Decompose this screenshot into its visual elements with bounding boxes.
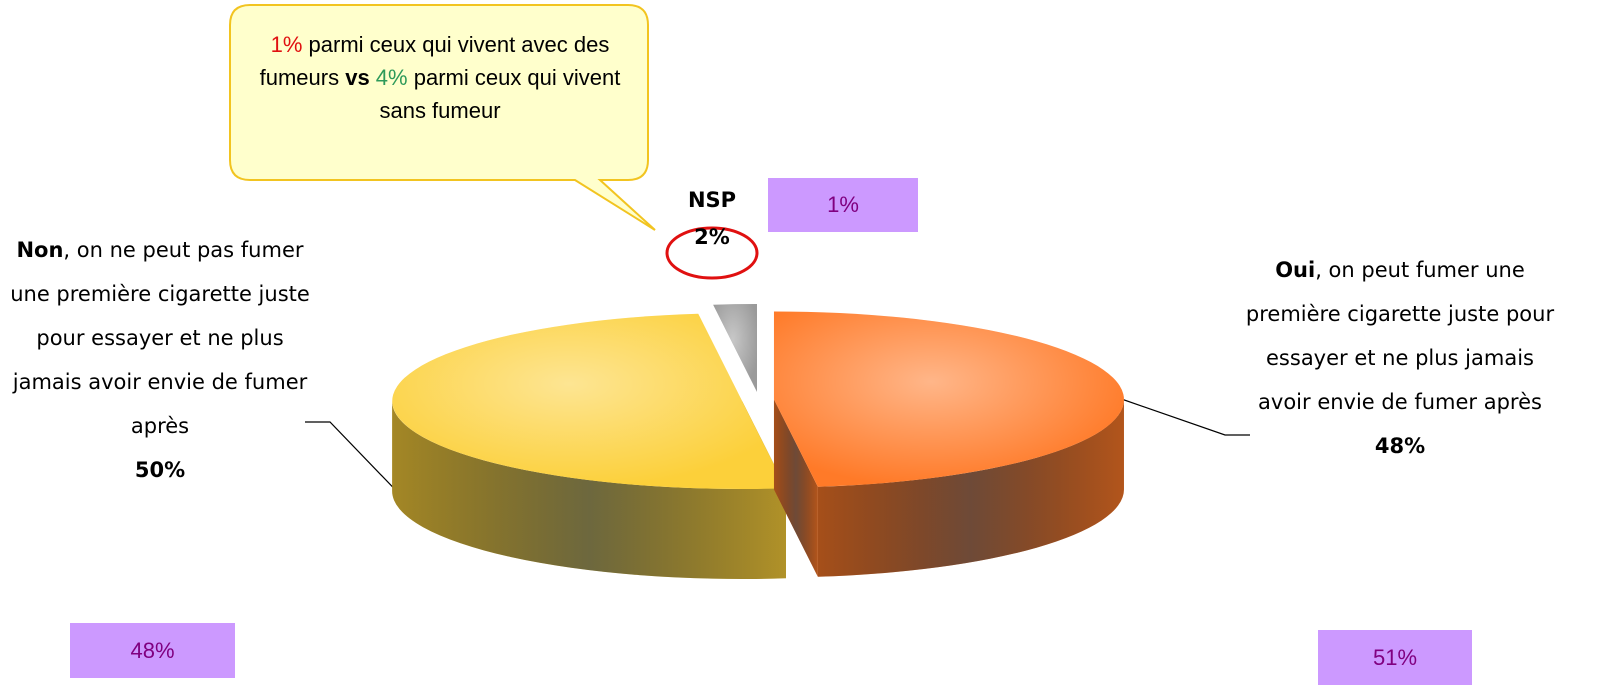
comparison-box: 1% xyxy=(768,178,918,232)
comparison-label: 48% xyxy=(130,637,175,663)
pie xyxy=(392,304,1124,580)
annotation-text: parmi ceux qui vivent avec des fumeurs xyxy=(259,32,610,90)
annotation: 1% parmi ceux qui vivent avec des fumeur… xyxy=(250,28,630,127)
slice-shine xyxy=(392,313,786,489)
comparison-box: 48% xyxy=(70,623,235,678)
leader-line xyxy=(305,421,411,506)
value-label: 2% xyxy=(694,225,730,249)
comparison-label: 51% xyxy=(1372,644,1418,670)
comparison-label: 1% xyxy=(827,192,859,217)
value-label: 50% xyxy=(134,458,186,482)
slice-shine xyxy=(773,311,1124,487)
category-label: Oui xyxy=(1275,258,1316,282)
highlight-ring xyxy=(665,226,759,280)
comparison-box: 51% xyxy=(1318,630,1472,685)
category-label: Non xyxy=(16,238,64,262)
leader-line xyxy=(1109,394,1250,436)
slice-side-shade xyxy=(773,399,818,577)
annotation-text: vs xyxy=(345,65,370,90)
slice-side-shade xyxy=(817,399,1124,577)
annotation-text: 1% xyxy=(270,32,303,57)
slice-label: Non, on ne peut pas fumer une première c… xyxy=(5,228,315,492)
category-label: NSP xyxy=(687,188,737,212)
slice-label: NSP 2% xyxy=(662,178,762,252)
slice-shine xyxy=(713,304,757,393)
slice-label: Oui, on peut fumer une première cigarett… xyxy=(1245,248,1555,468)
callout-bubble xyxy=(229,4,656,231)
slice-side-shade xyxy=(392,401,786,580)
annotation-text: 4% xyxy=(369,65,408,90)
annotation-text: parmi ceux qui vivent sans fumeur xyxy=(379,65,621,123)
category-description: , on peut fumer une première cigarette j… xyxy=(1245,258,1555,414)
value-label: 48% xyxy=(1374,434,1426,458)
category-description: , on ne peut pas fumer une première ciga… xyxy=(10,238,310,438)
